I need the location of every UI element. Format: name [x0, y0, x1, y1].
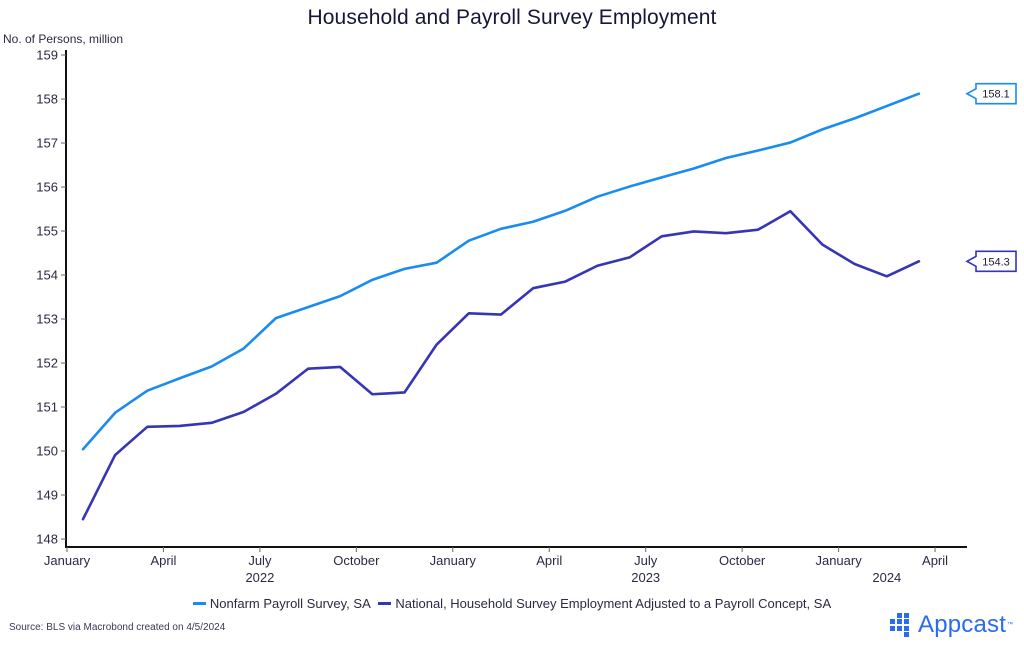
legend-swatch-payroll — [192, 602, 206, 605]
x-year-label: 2024 — [872, 570, 901, 585]
legend: Nonfarm Payroll Survey, SA National, Hou… — [0, 593, 1024, 611]
end-label-payroll: 158.1 — [982, 89, 1010, 101]
x-tick-label: April — [536, 553, 562, 568]
y-tick-label: 158 — [36, 92, 58, 107]
y-tick-label: 150 — [36, 444, 58, 459]
legend-item-household: National, Household Survey Employment Ad… — [378, 596, 831, 611]
x-year-label: 2022 — [245, 570, 274, 585]
x-tick-label: April — [922, 553, 948, 568]
x-tick-label: July — [634, 553, 658, 568]
legend-label-household: National, Household Survey Employment Ad… — [395, 596, 832, 611]
source-note: Source: BLS via Macrobond created on 4/5… — [9, 622, 226, 633]
series-line-household — [81, 209, 921, 521]
legend-item-payroll: Nonfarm Payroll Survey, SA — [192, 596, 371, 611]
y-axis-label: No. of Persons, million — [3, 32, 124, 46]
appcast-logo-text: Appcast — [918, 611, 1007, 638]
trademark-symbol: ™ — [1007, 622, 1014, 628]
y-tick-label: 159 — [36, 48, 58, 63]
end-label-household: 154.3 — [982, 256, 1010, 268]
x-tick-label: January — [44, 553, 91, 568]
legend-swatch-household — [378, 602, 392, 605]
y-tick-label: 151 — [36, 400, 58, 415]
legend-label-payroll: Nonfarm Payroll Survey, SA — [209, 596, 371, 611]
y-tick-label: 154 — [36, 268, 58, 283]
appcast-logo: Appcast ™ — [890, 611, 1013, 639]
x-tick-label: April — [150, 553, 176, 568]
x-tick-label: October — [333, 553, 380, 568]
y-tick-label: 153 — [36, 312, 58, 327]
series-line-payroll — [81, 92, 921, 451]
x-tick-label: October — [719, 553, 766, 568]
x-tick-label: January — [430, 553, 477, 568]
y-tick-label: 157 — [36, 136, 58, 151]
y-tick-label: 156 — [36, 180, 58, 195]
x-year-label: 2023 — [631, 570, 660, 585]
y-tick-label: 152 — [36, 356, 58, 371]
appcast-logo-icon — [890, 613, 914, 637]
x-tick-label: July — [248, 553, 272, 568]
x-tick-label: January — [815, 553, 862, 568]
end-labels: 158.1 154.3 — [965, 82, 1017, 273]
y-tick-label: 148 — [36, 532, 58, 547]
chart-title: Household and Payroll Survey Employment — [307, 6, 717, 29]
y-tick-label: 155 — [36, 224, 58, 239]
y-tick-label: 149 — [36, 488, 58, 503]
end-label-box-household — [965, 250, 1017, 273]
series-lines — [81, 92, 921, 521]
end-label-box-payroll — [965, 82, 1017, 105]
axes: 148 149 150 151 152 153 154 155 156 157 158 159 Janu… — [36, 48, 967, 585]
